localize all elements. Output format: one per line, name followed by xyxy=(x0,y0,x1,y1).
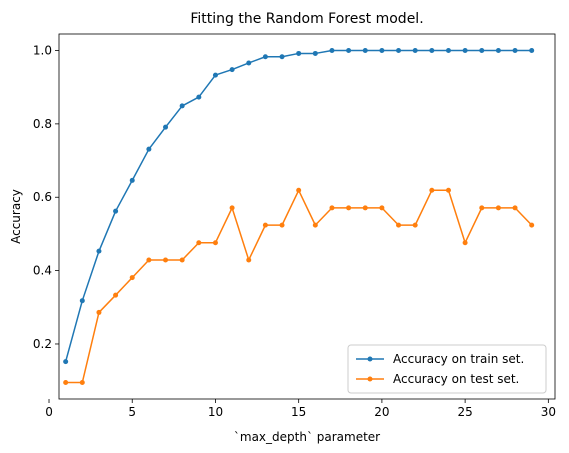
data-point xyxy=(529,48,535,54)
legend: Accuracy on train set. Accuracy on test s… xyxy=(347,344,547,394)
data-point xyxy=(512,48,518,54)
data-point xyxy=(163,257,169,263)
x-tick-label: 20 xyxy=(374,405,389,419)
x-tick-label: 30 xyxy=(541,405,556,419)
data-point xyxy=(412,48,418,54)
data-point xyxy=(396,222,402,228)
legend-box xyxy=(347,344,547,394)
data-point xyxy=(495,205,501,211)
data-point xyxy=(179,103,185,109)
data-point xyxy=(362,205,368,211)
data-point xyxy=(146,146,152,152)
data-point xyxy=(79,298,85,304)
data-point xyxy=(462,48,468,54)
data-point xyxy=(63,359,69,365)
data-point xyxy=(346,205,352,211)
data-point xyxy=(379,205,385,211)
x-tick-label: 10 xyxy=(208,405,223,419)
x-axis-ticks: 0 5 10 15 20 25 30 xyxy=(45,399,556,419)
data-point xyxy=(163,124,169,130)
x-tick-label: 0 xyxy=(45,405,53,419)
data-point xyxy=(196,94,202,100)
y-tick-label: 1.0 xyxy=(33,44,52,58)
data-point xyxy=(312,222,318,228)
data-point xyxy=(262,222,268,228)
data-point xyxy=(479,48,485,54)
data-point xyxy=(512,205,518,211)
y-tick-label: 0.8 xyxy=(33,117,52,131)
series-line xyxy=(64,49,532,362)
x-tick-label: 15 xyxy=(291,405,306,419)
x-tick-label: 25 xyxy=(457,405,472,419)
data-point xyxy=(379,48,385,54)
data-point xyxy=(429,48,435,54)
data-point xyxy=(212,240,218,246)
x-axis-title: `max_depth` parameter xyxy=(234,430,380,444)
data-point xyxy=(296,50,302,56)
series-1 xyxy=(63,48,535,365)
chart-title: Fitting the Random Forest model. xyxy=(190,11,423,27)
data-point xyxy=(529,222,535,228)
data-point xyxy=(296,187,302,193)
data-point xyxy=(279,54,285,60)
data-point xyxy=(479,205,485,211)
data-point xyxy=(445,48,451,54)
legend-item: Accuracy on test set. xyxy=(356,372,519,386)
data-point xyxy=(129,275,135,281)
data-point xyxy=(113,292,119,298)
data-point xyxy=(445,187,451,193)
data-point xyxy=(229,67,235,73)
y-axis-title: Accuracy xyxy=(9,189,23,244)
data-point xyxy=(63,379,69,385)
data-point xyxy=(362,48,368,54)
data-point xyxy=(329,48,335,54)
data-point xyxy=(312,50,318,56)
plot-frame xyxy=(58,33,556,400)
data-point xyxy=(79,379,85,385)
y-tick-label: 0.2 xyxy=(33,337,52,351)
x-tick-label: 5 xyxy=(128,405,136,419)
y-tick-label: 0.6 xyxy=(33,190,52,204)
data-point xyxy=(179,257,185,263)
data-point xyxy=(229,205,235,211)
data-point xyxy=(196,240,202,246)
data-point xyxy=(495,48,501,54)
data-point xyxy=(246,60,252,66)
data-point xyxy=(429,187,435,193)
legend-label: Accuracy on train set. xyxy=(393,352,524,366)
legend-item: Accuracy on train set. xyxy=(356,352,524,366)
data-point xyxy=(246,257,252,263)
data-point xyxy=(462,240,468,246)
data-point xyxy=(96,248,102,254)
plot-area xyxy=(63,48,535,385)
data-point xyxy=(96,309,102,315)
data-point xyxy=(412,222,418,228)
data-point xyxy=(212,72,218,78)
series-2 xyxy=(63,187,535,385)
legend-marker xyxy=(367,376,373,382)
legend-label: Accuracy on test set. xyxy=(393,372,519,386)
data-point xyxy=(279,222,285,228)
data-point xyxy=(396,48,402,54)
data-point xyxy=(113,208,119,214)
data-point xyxy=(329,205,335,211)
data-point xyxy=(262,54,268,60)
data-point xyxy=(346,48,352,54)
data-point xyxy=(129,177,135,183)
legend-marker xyxy=(367,356,373,362)
y-axis-ticks: 0.2 0.4 0.6 0.8 1.0 xyxy=(33,44,59,351)
data-point xyxy=(146,257,152,263)
y-tick-label: 0.4 xyxy=(33,264,52,278)
